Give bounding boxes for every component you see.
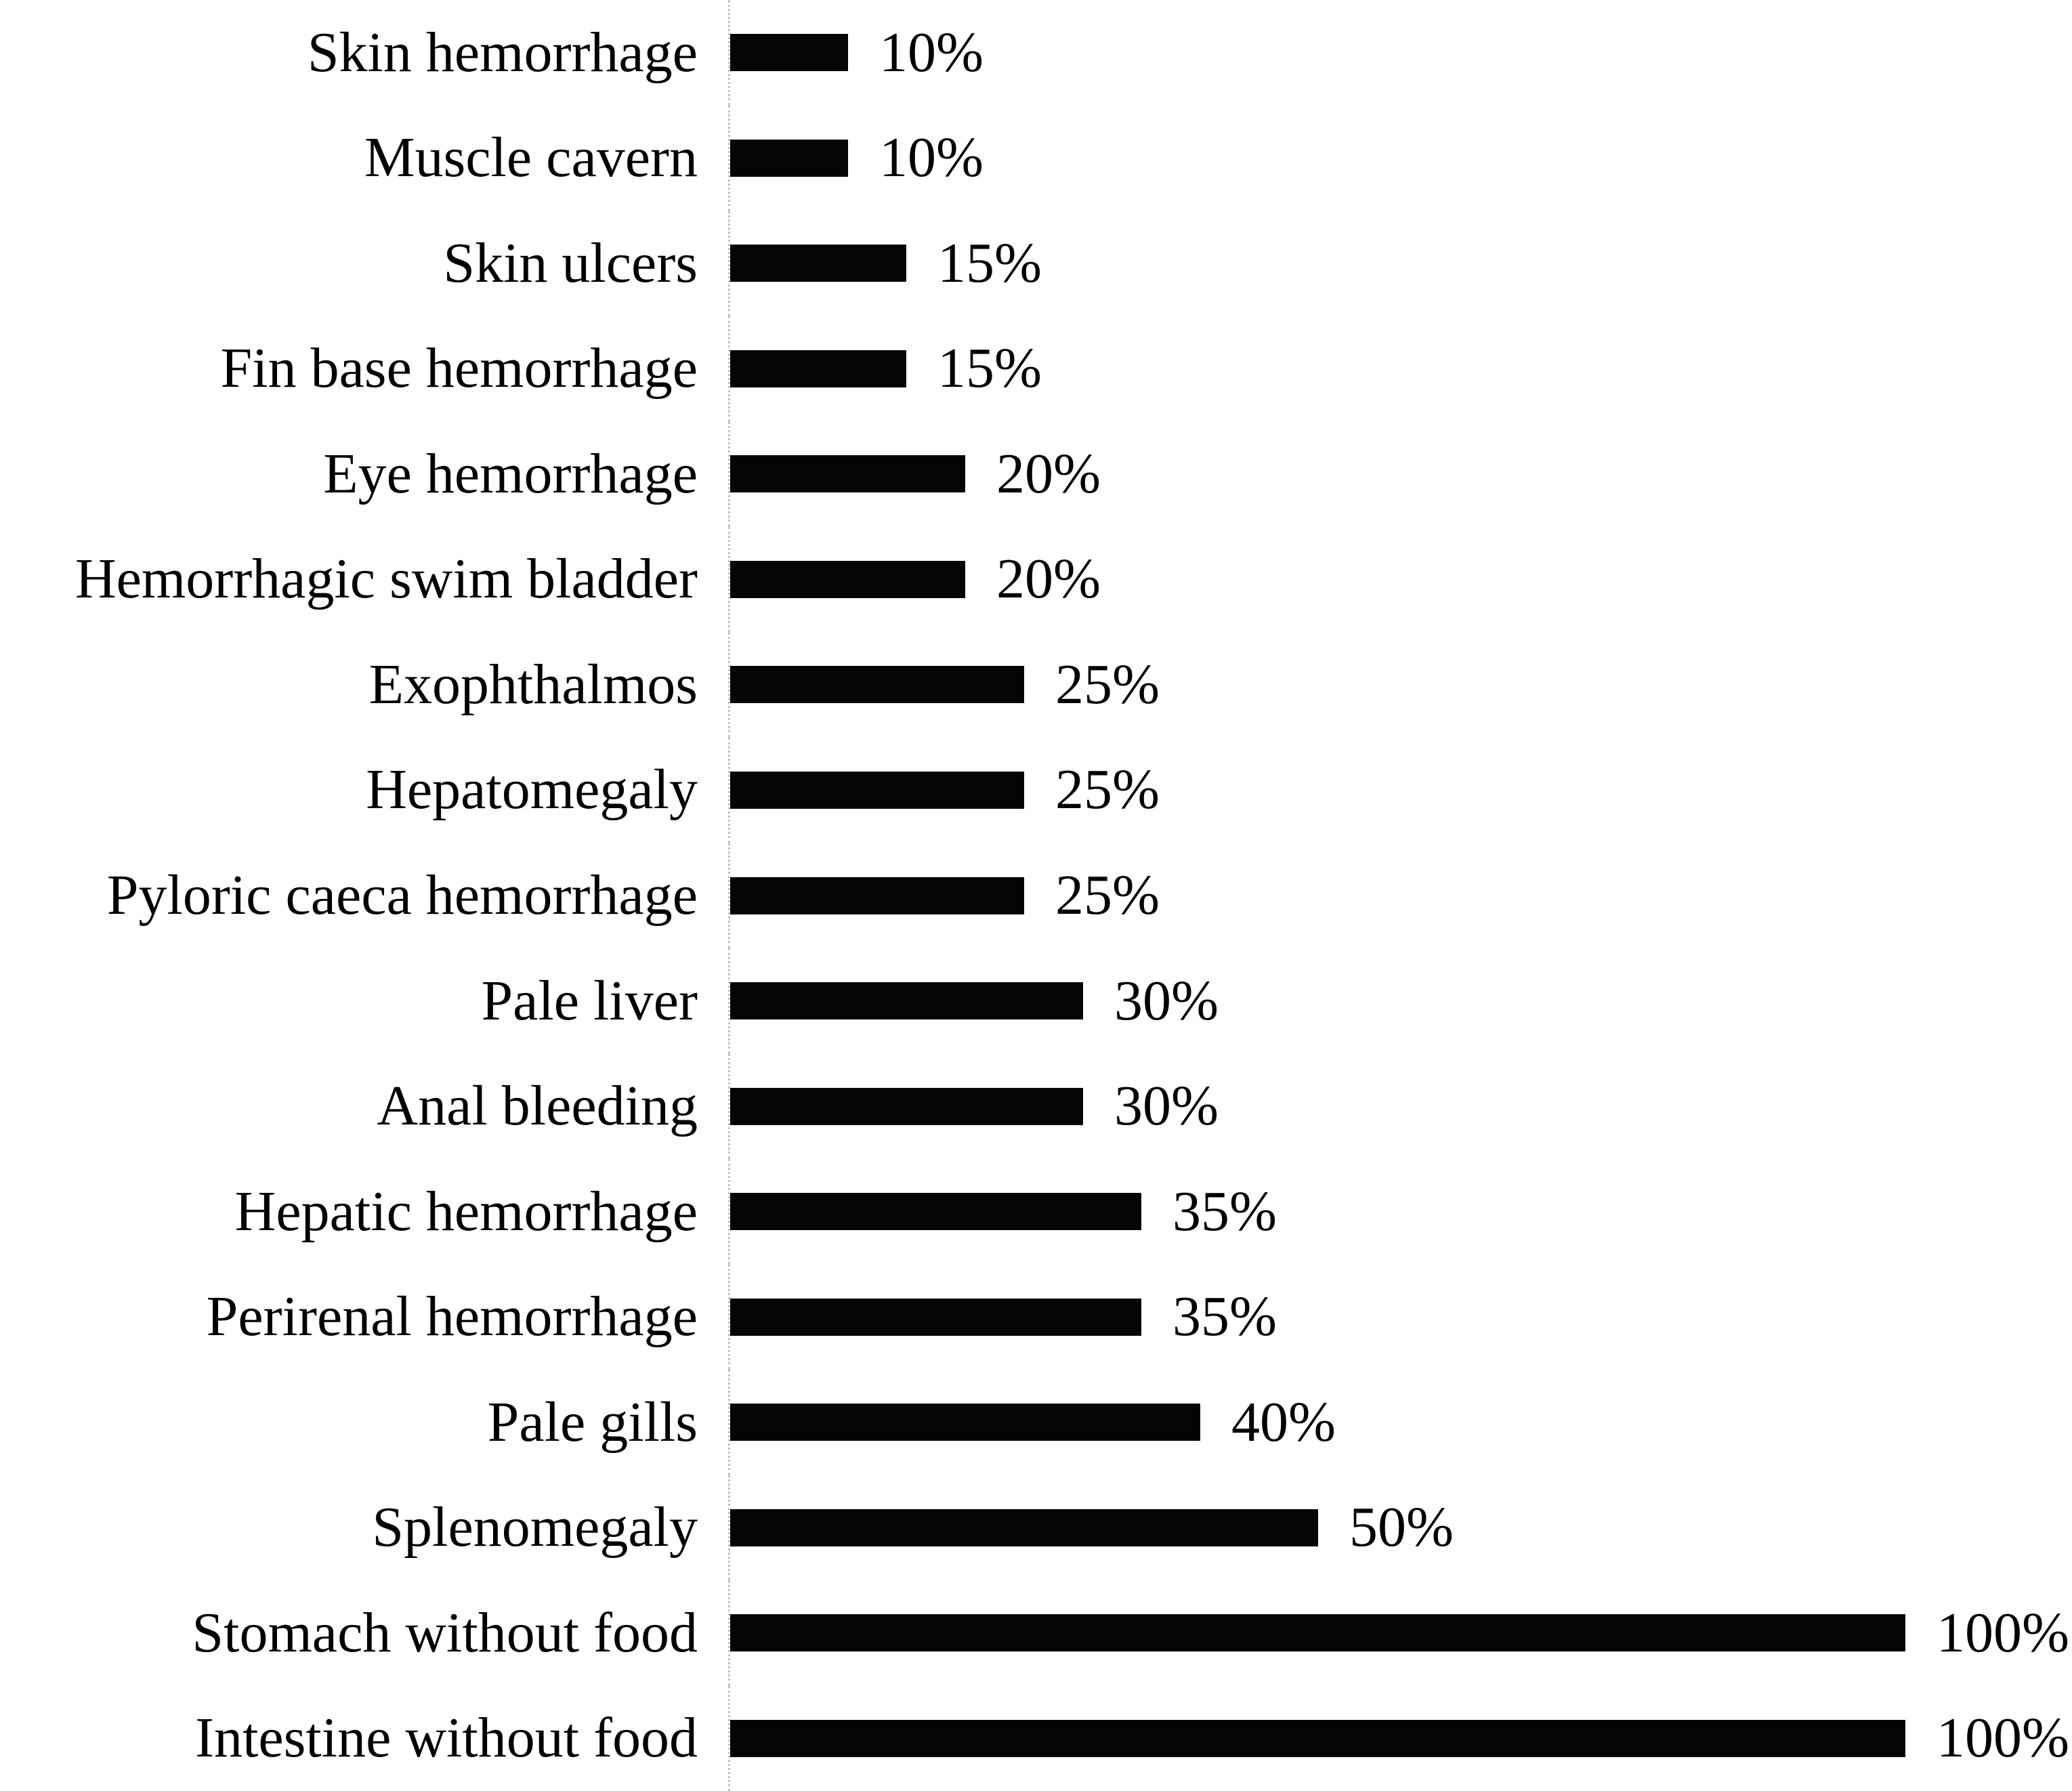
bar-row: Intestine without food 100%: [0, 1685, 2072, 1791]
bar: [730, 139, 848, 177]
value-label: 30%: [1114, 1074, 1219, 1138]
plot-area: 25%: [728, 843, 2072, 948]
category-label: Pyloric caeca hemorrhage: [106, 864, 698, 927]
bar: [730, 245, 906, 282]
bar-row: Exophthalmos 25%: [0, 632, 2072, 738]
bar: [730, 771, 1024, 809]
bar: [730, 1509, 1318, 1546]
value-label: 25%: [1055, 652, 1160, 716]
category-label: Skin ulcers: [443, 231, 698, 295]
plot-area: 20%: [728, 526, 2072, 633]
bar: [730, 1404, 1200, 1441]
bar-row: Fin base hemorrhage 15%: [0, 316, 2072, 422]
bar-row: Pale liver 30%: [0, 948, 2072, 1054]
category-label: Hemorrhagic swim bladder: [75, 547, 698, 611]
bar: [730, 34, 848, 72]
value-label: 100%: [1937, 1601, 2069, 1664]
value-label: 100%: [1937, 1706, 2069, 1770]
plot-area: 30%: [728, 1053, 2072, 1159]
bar: [730, 1193, 1141, 1231]
category-label: Splenomegaly: [372, 1496, 698, 1559]
bar-row: Splenomegaly 50%: [0, 1475, 2072, 1580]
bar: [730, 877, 1024, 914]
category-label: Skin hemorrhage: [307, 20, 698, 84]
bar: [730, 560, 965, 598]
bar-row: Anal bleeding 30%: [0, 1053, 2072, 1159]
value-label: 20%: [996, 547, 1101, 611]
bar: [730, 1298, 1141, 1336]
category-label: Stomach without food: [192, 1601, 698, 1664]
category-label: Hepatic hemorrhage: [234, 1179, 698, 1243]
category-label: Perirenal hemorrhage: [206, 1285, 698, 1349]
plot-area: 30%: [728, 948, 2072, 1054]
bar-row: Eye hemorrhage 20%: [0, 421, 2072, 527]
category-label: Intestine without food: [195, 1706, 698, 1770]
category-label: Muscle cavern: [364, 126, 698, 190]
plot-area: 100%: [728, 1580, 2072, 1686]
bar-row: Skin ulcers 15%: [0, 211, 2072, 316]
bar-row: Hepatic hemorrhage 35%: [0, 1158, 2072, 1265]
value-label: 25%: [1055, 758, 1160, 822]
value-label: 10%: [879, 20, 984, 84]
bar-row: Pale gills 40%: [0, 1369, 2072, 1475]
category-label: Hepatomegaly: [366, 758, 698, 822]
bar: [730, 1087, 1083, 1125]
category-label: Pale liver: [481, 969, 698, 1032]
plot-area: 15%: [728, 211, 2072, 316]
plot-area: 15%: [728, 316, 2072, 422]
bar-row: Muscle cavern 10%: [0, 105, 2072, 211]
plot-area: 10%: [728, 0, 2072, 106]
category-label: Eye hemorrhage: [323, 442, 698, 505]
category-label: Fin base hemorrhage: [220, 337, 698, 400]
value-label: 40%: [1231, 1390, 1336, 1454]
category-label: Anal bleeding: [377, 1074, 698, 1138]
plot-area: 100%: [728, 1685, 2072, 1791]
plot-area: 40%: [728, 1369, 2072, 1475]
bar: [730, 666, 1024, 704]
bar-row: Skin hemorrhage 10%: [0, 0, 2072, 106]
bar-row: Perirenal hemorrhage 35%: [0, 1264, 2072, 1370]
plot-area: 20%: [728, 421, 2072, 527]
value-label: 30%: [1114, 969, 1219, 1032]
bar: [730, 1614, 1905, 1652]
plot-area: 35%: [728, 1158, 2072, 1265]
plot-area: 10%: [728, 105, 2072, 211]
bar: [730, 1719, 1905, 1757]
plot-area: 35%: [728, 1264, 2072, 1370]
bar: [730, 350, 906, 387]
bar: [730, 455, 965, 493]
value-label: 50%: [1349, 1496, 1454, 1559]
category-label: Pale gills: [487, 1390, 698, 1454]
bar-row: Stomach without food 100%: [0, 1580, 2072, 1686]
bar-row: Pyloric caeca hemorrhage 25%: [0, 843, 2072, 948]
value-label: 25%: [1055, 864, 1160, 927]
value-label: 35%: [1172, 1285, 1277, 1349]
bar-row: Hepatomegaly 25%: [0, 737, 2072, 843]
plot-area: 25%: [728, 737, 2072, 843]
value-label: 35%: [1172, 1179, 1277, 1243]
value-label: 20%: [996, 442, 1101, 505]
plot-area: 50%: [728, 1475, 2072, 1580]
value-label: 15%: [937, 337, 1042, 400]
value-label: 15%: [937, 231, 1042, 295]
bar-row: Hemorrhagic swim bladder 20%: [0, 526, 2072, 633]
plot-area: 25%: [728, 632, 2072, 738]
category-label: Exophthalmos: [368, 652, 698, 716]
bar: [730, 982, 1083, 1020]
value-label: 10%: [879, 126, 984, 190]
